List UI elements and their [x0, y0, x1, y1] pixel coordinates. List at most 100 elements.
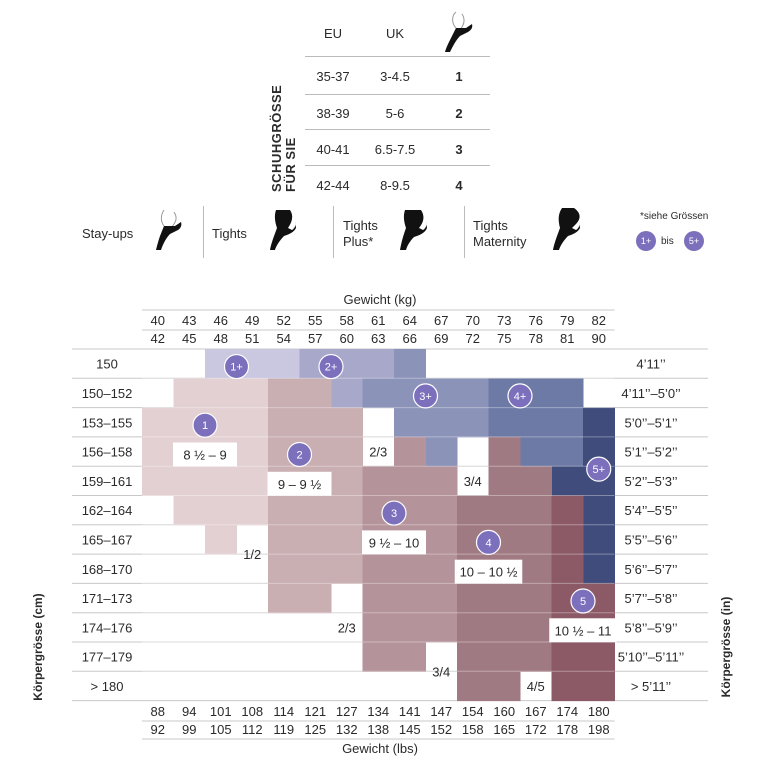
- table-line: [305, 56, 490, 57]
- size-cell-4: [488, 436, 521, 467]
- legend-label-tights-maternity: Tights Maternity: [473, 218, 527, 249]
- lbs-tick-label: 160: [493, 704, 515, 719]
- lbs-tick-label: 167: [525, 704, 547, 719]
- chart-title-top: Gewicht (kg): [343, 292, 417, 307]
- size-cell-3: [362, 642, 426, 672]
- size-cell-5: [551, 524, 584, 555]
- gap-size-label: 1/2: [243, 547, 261, 562]
- size-cell: 4: [455, 178, 463, 193]
- lbs-tick-label: 154: [462, 704, 484, 719]
- table-line: [305, 94, 490, 95]
- lbs-tick-label: 105: [210, 722, 232, 737]
- size-cell-4: [488, 466, 552, 496]
- lbs-tick-label: 94: [182, 704, 196, 719]
- size-range-box: [362, 530, 426, 555]
- lbs-tick-label: 132: [336, 722, 358, 737]
- lbs-tick-label: 172: [525, 722, 547, 737]
- table-line: [305, 165, 490, 166]
- kg-tick-label: 42: [151, 331, 165, 346]
- kg-tick-label: 49: [245, 313, 259, 328]
- size-cell-4: [457, 583, 552, 614]
- height-cm-label: 177–179: [82, 650, 133, 665]
- size-cell-4: [457, 671, 521, 702]
- height-cm-label: 171–173: [82, 591, 133, 606]
- size-badge-label: 3+: [419, 391, 432, 403]
- size-badge-label: 1: [202, 420, 208, 432]
- kg-tick-label: 75: [497, 331, 511, 346]
- size-cell-5: [551, 671, 615, 702]
- gap-size-label: 2/3: [369, 445, 387, 460]
- kg-tick-label: 43: [182, 313, 196, 328]
- kg-tick-label: 51: [245, 331, 259, 346]
- kg-tick-label: 63: [371, 331, 385, 346]
- kg-tick-label: 73: [497, 313, 511, 328]
- badge-icon: 5+: [684, 231, 704, 251]
- size-badge-icon: [507, 383, 533, 409]
- lbs-tick-label: 178: [556, 722, 578, 737]
- size-badge-label: 2: [296, 449, 302, 461]
- lbs-tick-label: 138: [367, 722, 389, 737]
- lbs-tick-label: 134: [367, 704, 389, 719]
- size-cell: 3: [455, 142, 463, 157]
- lbs-tick-label: 174: [556, 704, 578, 719]
- eu-cell: 38-39: [316, 106, 350, 121]
- size-cell-5+: [583, 554, 615, 584]
- kg-tick-label: 66: [403, 331, 417, 346]
- lbs-tick-label: 147: [430, 704, 452, 719]
- size-range-label: 10 ½ – 11: [555, 623, 612, 638]
- size-badge-icon: [570, 588, 596, 614]
- size-cell-4+: [488, 407, 584, 438]
- kg-tick-label: 57: [308, 331, 322, 346]
- size-cell-1: [173, 378, 269, 409]
- size-badge-icon: [475, 529, 502, 555]
- height-cm-label: 159–161: [82, 474, 133, 489]
- kg-tick-label: 58: [340, 313, 354, 328]
- uk-cell: 5-6: [385, 106, 405, 121]
- size-cell-2: [268, 554, 363, 584]
- uk-cell: 3-4.5: [380, 69, 410, 84]
- height-cm-label: > 180: [91, 679, 124, 694]
- lbs-tick-label: 198: [588, 722, 610, 737]
- kg-tick-label: 45: [182, 331, 196, 346]
- kg-tick-label: 72: [466, 331, 480, 346]
- height-in-label: 5’8’’–5’9’’: [624, 620, 677, 635]
- size-cell: 2: [455, 106, 463, 121]
- height-cm-label: 165–167: [82, 532, 133, 547]
- tights-plus-leg-icon: [400, 210, 427, 250]
- kg-tick-label: 76: [529, 313, 543, 328]
- size-range-box: [267, 471, 332, 496]
- kg-tick-label: 78: [529, 331, 543, 346]
- size-badge-icon: [586, 456, 612, 482]
- kg-tick-label: 48: [214, 331, 228, 346]
- size-badge-label: 3: [391, 508, 397, 520]
- legend-note: *siehe Grössen: [640, 211, 709, 222]
- gap-size-label: 4/5: [527, 679, 545, 694]
- lbs-tick-label: 180: [588, 704, 610, 719]
- kg-tick-label: 81: [560, 331, 574, 346]
- header-eu: EU: [323, 26, 343, 41]
- height-cm-label: 168–170: [82, 562, 133, 577]
- legend-label-tights-plus: Tights Plus*: [343, 218, 378, 249]
- lbs-tick-label: 108: [241, 704, 263, 719]
- size-cell-3+: [394, 407, 489, 438]
- size-range-box: [549, 618, 617, 643]
- height-in-label: 5’5’’–5’6’’: [624, 532, 677, 547]
- size-cell-5+: [583, 495, 615, 526]
- size-cell-1: [173, 495, 269, 526]
- lbs-tick-label: 88: [151, 704, 165, 719]
- size-cell-3: [394, 436, 426, 467]
- size-cell-5: [551, 495, 584, 526]
- badge-icon: 1+: [636, 231, 656, 251]
- lbs-tick-label: 152: [430, 722, 452, 737]
- size-cell-2: [268, 495, 363, 526]
- size-cell-3: [362, 495, 458, 526]
- size-cell-4: [457, 524, 552, 555]
- size-range-label: 8 ½ – 9: [183, 447, 226, 462]
- height-cm-label: 150: [96, 357, 118, 372]
- size-cell-3+: [394, 349, 426, 379]
- height-in-label: 5’1’’–5’2’’: [624, 445, 677, 460]
- height-cm-label: 174–176: [82, 620, 133, 635]
- size-cell-1: [205, 524, 237, 555]
- lbs-tick-label: 119: [273, 722, 294, 737]
